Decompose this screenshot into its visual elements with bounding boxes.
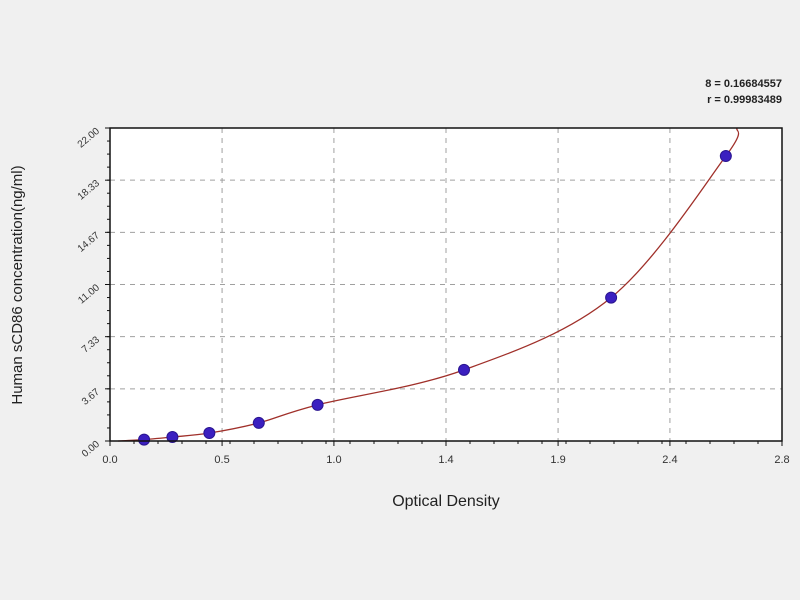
- data-point: [311, 398, 324, 411]
- x-tick-label: 2.8: [774, 454, 789, 466]
- data-point: [719, 150, 732, 163]
- x-tick-label: 1.9: [550, 454, 565, 466]
- y-axis-label: Human sCD86 concentration(ng/ml): [9, 165, 26, 404]
- data-point: [138, 433, 151, 446]
- data-point: [252, 416, 265, 429]
- data-point: [166, 431, 179, 444]
- stat-s: 8 = 0.16684557: [705, 78, 782, 90]
- x-tick-label: 1.0: [326, 454, 341, 466]
- x-tick-label: 0.0: [102, 454, 117, 466]
- x-tick-label: 2.4: [662, 454, 677, 466]
- x-tick-label: 1.4: [438, 454, 453, 466]
- stat-r: r = 0.99983489: [707, 94, 782, 106]
- x-axis-label: Optical Density: [392, 493, 500, 510]
- data-point: [203, 427, 216, 440]
- data-point: [605, 291, 618, 304]
- data-point: [458, 363, 470, 376]
- x-tick-label: 0.5: [214, 454, 229, 466]
